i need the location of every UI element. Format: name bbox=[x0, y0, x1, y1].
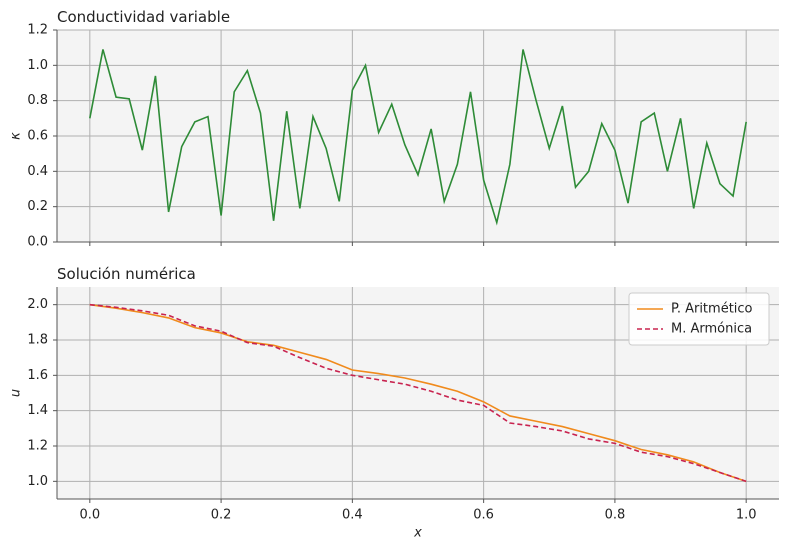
y-tick-label: 2.0 bbox=[27, 297, 48, 312]
data-line bbox=[89, 303, 747, 483]
legend-label: M. Armónica bbox=[671, 322, 752, 337]
data-line bbox=[89, 303, 747, 483]
y-tick-label: 1.2 bbox=[27, 439, 48, 454]
x-tick-label: 0.8 bbox=[605, 508, 626, 523]
legend-box bbox=[628, 292, 770, 346]
x-axis-label: x bbox=[413, 526, 422, 541]
x-tick-label: 1.0 bbox=[736, 508, 757, 523]
chart-title: Solución numérica bbox=[57, 265, 196, 283]
y-tick-label: 1.0 bbox=[27, 58, 48, 73]
y-tick-label: 1.2 bbox=[27, 23, 48, 38]
x-tick-label: 0.6 bbox=[473, 508, 494, 523]
y-tick-label: 0.8 bbox=[27, 93, 48, 108]
x-tick-label: 0.0 bbox=[79, 508, 100, 523]
y-tick-label: 1.0 bbox=[27, 474, 48, 489]
legend-label: P. Aritmético bbox=[671, 302, 753, 317]
y-tick-label: 0.0 bbox=[27, 235, 48, 250]
y-tick-label: 1.8 bbox=[27, 333, 48, 348]
y-tick-label: 0.6 bbox=[27, 129, 48, 144]
y-tick-label: 0.2 bbox=[27, 199, 48, 214]
y-tick-label: 1.6 bbox=[27, 368, 48, 383]
x-tick-label: 0.4 bbox=[342, 508, 363, 523]
chart-title: Conductividad variable bbox=[57, 8, 230, 26]
y-tick-label: 1.4 bbox=[27, 403, 48, 418]
y-axis-label: u bbox=[9, 389, 24, 397]
y-axis-label: κ bbox=[9, 132, 24, 140]
data-line bbox=[89, 49, 747, 226]
x-tick-label: 0.2 bbox=[211, 508, 232, 523]
y-tick-label: 0.4 bbox=[27, 164, 48, 179]
